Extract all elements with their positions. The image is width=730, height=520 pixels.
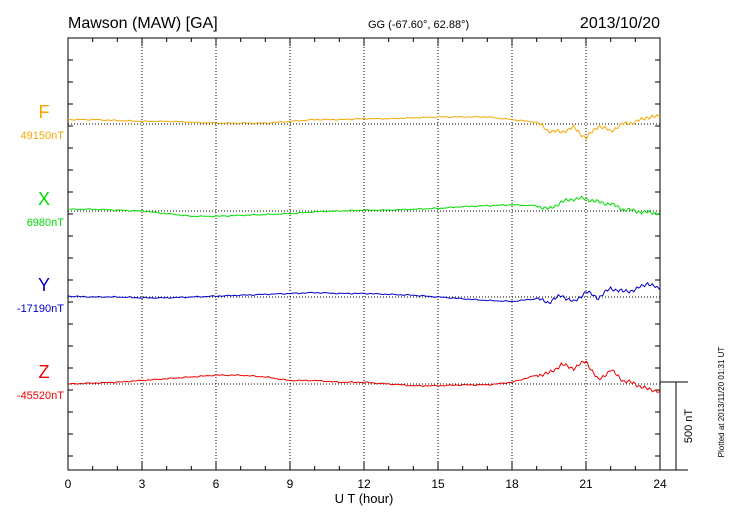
x-tick-labels: 0 3 6 9 12 15 18 21 24 <box>65 477 667 491</box>
x-tick-label-3: 3 <box>139 477 146 491</box>
x-tick-label-12: 12 <box>357 477 371 491</box>
series-line-f <box>68 113 661 141</box>
x-tick-label-6: 6 <box>213 477 220 491</box>
series-name-z: Z <box>39 362 50 382</box>
plotted-timestamp: Plotted at 2013/11/20 01:31 UT <box>717 347 726 458</box>
series-name-x: X <box>38 189 50 209</box>
vertical-grid <box>141 38 587 470</box>
series-baseline-label-f: 49150nT <box>21 130 65 142</box>
series-labels: F 49150nT X 6980nT Y -17190nT Z -45520nT <box>17 102 64 402</box>
series-baseline-label-z: -45520nT <box>17 390 64 402</box>
x-tick-label-15: 15 <box>431 477 445 491</box>
scale-bar: 500 nT <box>660 381 695 471</box>
axis-ticks <box>67 38 661 470</box>
station-coordinates: GG (-67.60°, 62.88°) <box>368 19 469 31</box>
series-line-y <box>67 281 661 305</box>
x-tick-label-24: 24 <box>653 477 667 491</box>
series-lines <box>67 113 661 393</box>
series-baseline-label-x: 6980nT <box>27 217 65 229</box>
x-tick-label-9: 9 <box>287 477 294 491</box>
chart-date: 2013/10/20 <box>580 15 660 32</box>
x-axis-label: U T (hour) <box>335 491 394 506</box>
x-tick-label-21: 21 <box>579 477 593 491</box>
series-baseline-label-y: -17190nT <box>17 303 64 315</box>
chart-title: Mawson (MAW) [GA] <box>68 15 218 32</box>
series-line-z <box>67 360 661 393</box>
scale-bar-label: 500 nT <box>683 409 695 444</box>
series-name-y: Y <box>38 275 50 295</box>
x-tick-label-0: 0 <box>65 477 72 491</box>
x-tick-label-18: 18 <box>505 477 519 491</box>
series-line-x <box>67 195 661 218</box>
series-name-f: F <box>39 102 50 122</box>
